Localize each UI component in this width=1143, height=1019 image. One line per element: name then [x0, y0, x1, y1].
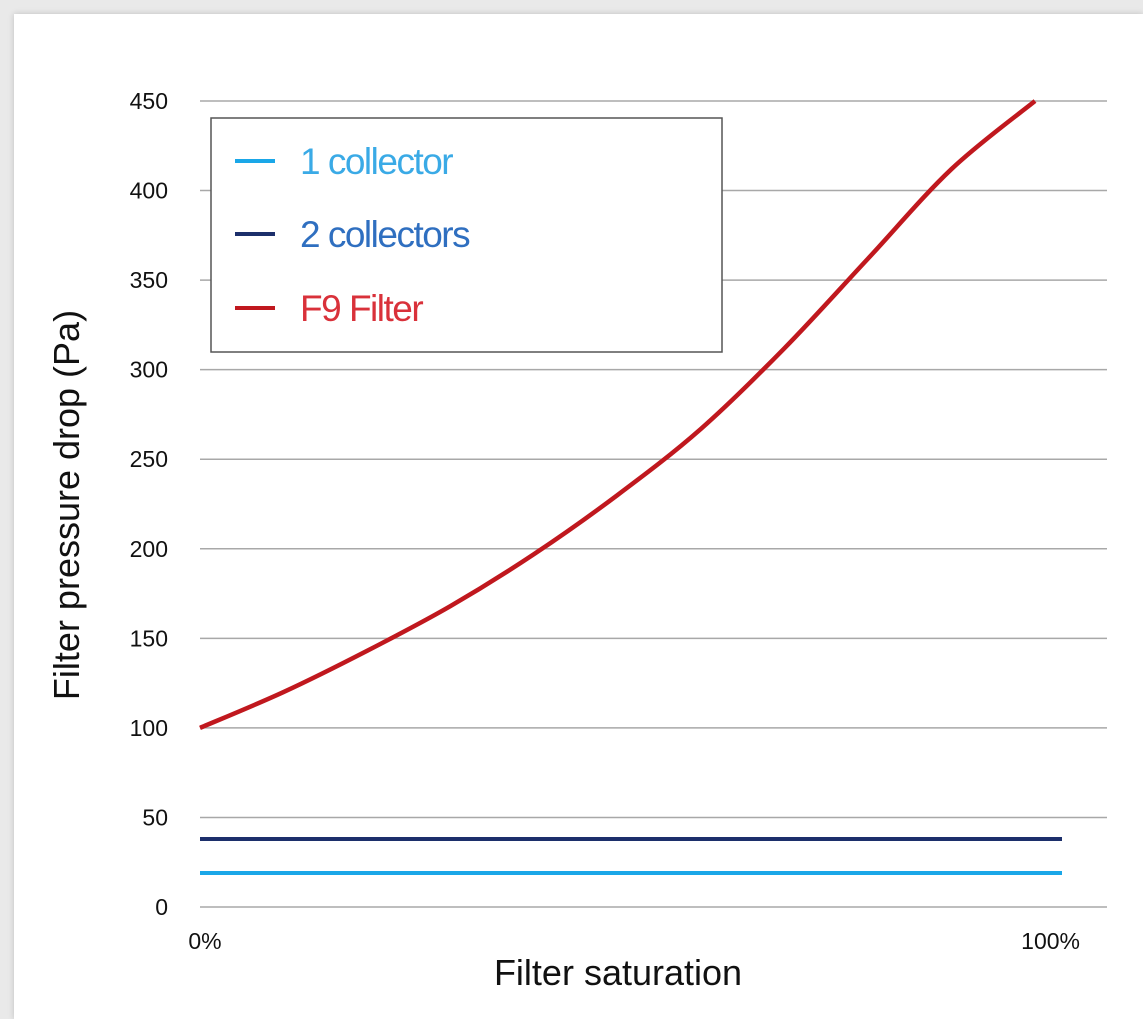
y-tick-label: 350 — [130, 267, 168, 293]
y-tick-labels: 0 50 100 150 200 250 300 350 400 450 — [130, 88, 168, 920]
x-tick-label: 0% — [188, 928, 221, 954]
y-tick-label: 300 — [130, 357, 168, 383]
legend-label: 2 collectors — [300, 214, 470, 255]
legend: 1 collector 2 collectors F9 Filter — [210, 117, 723, 353]
y-tick-label: 150 — [130, 625, 168, 651]
y-tick-label: 250 — [130, 446, 168, 472]
series-lines — [199, 99, 1062, 875]
y-tick-label: 50 — [142, 804, 168, 830]
y-tick-label: 100 — [130, 715, 168, 741]
y-tick-label: 450 — [130, 88, 168, 114]
legend-label: 1 collector — [300, 141, 453, 182]
y-tick-label: 200 — [130, 536, 168, 562]
x-axis-title: Filter saturation — [494, 952, 742, 993]
y-axis-title: Filter pressure drop (Pa) — [46, 310, 87, 700]
legend-box — [210, 117, 723, 353]
x-tick-labels: 0% 100% — [188, 928, 1080, 954]
y-tick-label: 400 — [130, 178, 168, 204]
series-line — [199, 99, 1037, 730]
y-tick-label: 0 — [155, 894, 168, 920]
x-tick-label: 100% — [1021, 928, 1080, 954]
legend-label: F9 Filter — [300, 288, 423, 329]
